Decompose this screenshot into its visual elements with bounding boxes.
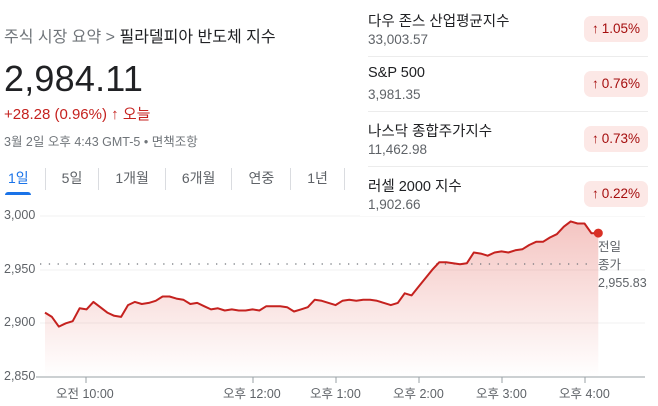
price-area-fill [45,221,599,377]
index-name: 러셀 2000 지수 [368,179,462,195]
price-chart[interactable] [0,200,658,406]
change-badge: ↑ 0.73% [583,126,648,152]
breadcrumb: 주식 시장 요약 > 필라델피아 반도체 지수 [4,23,276,47]
y-tick-2900: 2,900 [4,315,36,329]
change-badge: ↑ 0.22% [583,181,648,207]
index-value: 3,981.35 [368,87,421,102]
timestamp: 3월 2일 오후 4:43 GMT-5 [4,135,141,149]
market-indices-panel: 다우 존스 산업평균지수 33,003.57 ↑ 1.05% S&P 500 3,… [360,0,658,216]
change-badge: ↑ 1.05% [583,16,648,42]
tab-5d[interactable]: 5일 [46,168,100,190]
x-tick-1500: 오후 3:00 [476,387,527,401]
x-axis [36,376,645,383]
arrow-up-icon: ↑ [591,131,599,146]
tab-1d[interactable]: 1일 [0,168,46,195]
index-item-dow[interactable]: 다우 존스 산업평균지수 33,003.57 ↑ 1.05% [368,4,648,57]
breadcrumb-current: 필라델피아 반도체 지수 [119,29,276,46]
y-tick-2950: 2,950 [4,262,36,276]
arrow-up-icon: ↑ [591,186,599,201]
change-period: 오늘 [122,106,151,123]
index-name: S&P 500 [368,65,425,81]
change-percent: 1.05% [601,21,640,36]
index-value: 1,902.66 [368,197,421,212]
price-change: +28.28 (0.96%) ↑ 오늘 [4,103,150,124]
latest-price-dot [593,228,603,238]
change-badge: ↑ 0.76% [583,71,648,97]
arrow-up-icon: ↑ [591,21,599,36]
change-value: +28.28 (0.96%) [4,106,107,123]
current-price: 2,984.11 [4,58,144,99]
previous-close-label: 전일 종가 2,955.83 [598,238,647,292]
change-percent: 0.76% [601,76,640,91]
previous-close-label-1: 전일 [598,240,622,254]
price-meta: 3월 2일 오후 4:43 GMT-5 • 면책조항 [4,131,198,150]
x-tick-1400: 오후 2:00 [393,387,444,401]
index-item-sp500[interactable]: S&P 500 3,981.35 ↑ 0.76% [368,59,648,112]
y-tick-2850: 2,850 [4,369,36,383]
breadcrumb-parent-link[interactable]: 주식 시장 요약 [4,29,102,46]
change-percent: 0.22% [601,186,640,201]
meta-separator: • [143,135,149,149]
index-value: 33,003.57 [368,32,429,47]
previous-close-label-2: 종가 [598,258,622,272]
index-item-nasdaq[interactable]: 나스닥 종합주가지수 11,462.98 ↑ 0.73% [368,114,648,167]
x-tick-1600: 오후 4:00 [559,387,610,401]
arrow-up-icon: ↑ [111,106,119,123]
tab-ytd[interactable]: 연중 [232,168,292,190]
x-tick-1000: 오전 10:00 [56,387,114,401]
index-name: 다우 존스 산업평균지수 [368,14,510,30]
tab-1y[interactable]: 1년 [291,168,345,190]
tab-6m[interactable]: 6개월 [166,168,233,190]
range-tabs: 1일 5일 1개월 6개월 연중 1년 [0,168,345,195]
breadcrumb-separator: > [105,29,116,46]
tab-1m[interactable]: 1개월 [99,168,166,190]
index-value: 11,462.98 [368,142,428,157]
arrow-up-icon: ↑ [591,76,599,91]
index-item-russell[interactable]: 러셀 2000 지수 1,902.66 ↑ 0.22% [368,169,648,221]
x-tick-1200: 오후 12:00 [223,387,281,401]
disclaimer-link[interactable]: 면책조항 [151,135,198,149]
previous-close-value: 2,955.83 [598,276,647,290]
x-tick-1300: 오후 1:00 [310,387,361,401]
change-percent: 0.73% [601,131,640,146]
price-line [44,220,599,328]
y-tick-3000: 3,000 [4,208,36,222]
index-name: 나스닥 종합주가지수 [368,124,493,140]
